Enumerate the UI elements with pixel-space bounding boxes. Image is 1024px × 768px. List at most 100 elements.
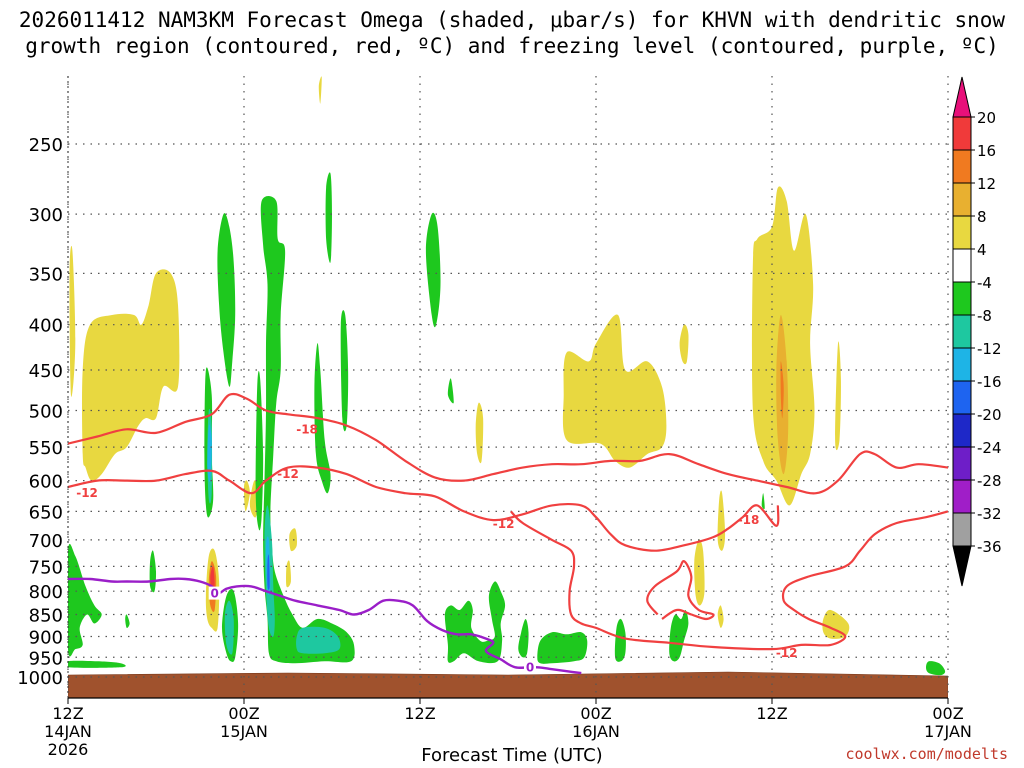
omega-shaded-region (444, 581, 506, 664)
dendritic-contour-line (68, 465, 780, 552)
colorbar-level-label: -12 (977, 340, 1002, 358)
omega-shaded-region (717, 490, 726, 551)
freezing-level-contour (68, 577, 582, 675)
y-tick-label: 650 (29, 502, 63, 523)
y-tick-label: 400 (29, 316, 63, 337)
red-contour-label: -12 (76, 486, 98, 500)
x-tick-label: 00Z (228, 704, 259, 723)
colorbar-level-label: -20 (977, 406, 1002, 424)
omega-shaded-region (325, 172, 332, 263)
y-tick-label: 900 (29, 627, 63, 648)
colorbar-level-label: -8 (977, 307, 992, 325)
colorbar-level-label: -24 (977, 439, 1002, 457)
y-tick-label: 700 (29, 531, 63, 552)
omega-shaded-region (761, 493, 765, 510)
colorbar-box (952, 248, 972, 283)
omega-shaded-region (69, 245, 76, 397)
y-tick-label: 350 (29, 264, 63, 285)
red-contour-label: -18 (296, 422, 318, 436)
omega-shaded-region (68, 660, 126, 668)
colorbar-level-label: 12 (977, 175, 996, 193)
omega-shaded-region (669, 609, 689, 662)
red-contour-label: -12 (776, 646, 798, 660)
omega-shaded-region (255, 370, 264, 531)
omega-shaded-region (286, 560, 292, 588)
omega-shaded-region (243, 480, 250, 512)
x-tick-label: 12Z (52, 704, 83, 723)
y-tick-label: 250 (29, 135, 63, 156)
red-contour-label: -12 (493, 517, 515, 531)
omega-shaded-region (224, 600, 234, 655)
colorbar-box (952, 149, 972, 184)
contour-label-bg (524, 660, 536, 674)
chart-title-line-2: growth region (contoured, red, ºC) and f… (25, 34, 999, 58)
y-tick-label: 600 (29, 472, 63, 493)
y-tick-label: 550 (29, 438, 63, 459)
omega-shaded-region (340, 310, 349, 432)
ground-surface (68, 671, 948, 698)
omega-shaded-region (822, 609, 850, 639)
x-tick-label: 00Z (580, 704, 611, 723)
dendritic-contour-line (510, 510, 948, 651)
y-tick-label: 1000 (17, 668, 63, 689)
colorbar-box (952, 314, 972, 349)
omega-shaded-region (217, 213, 236, 387)
omega-shaded-region (614, 618, 626, 662)
contour-label-bg (208, 586, 221, 600)
colorbar-box (952, 281, 972, 316)
y-tick-label: 950 (29, 648, 63, 669)
colorbar-level-label: -16 (977, 373, 1002, 391)
colorbar-level-label: -28 (977, 472, 1002, 490)
y-tick-label: 850 (29, 606, 63, 627)
colorbar-box (952, 446, 972, 481)
omega-shaded-region (475, 402, 484, 464)
x-tick-year-label: 2026 (48, 740, 89, 759)
omega-shaded-region (149, 550, 157, 593)
omega-shaded-region (81, 269, 180, 481)
omega-shaded-region (835, 341, 841, 451)
x-tick-label: 00Z (932, 704, 963, 723)
colorbar-box (952, 479, 972, 514)
x-tick-date-label: 16JAN (572, 722, 620, 741)
colorbar-box (952, 116, 972, 151)
omega-shaded-region (318, 76, 322, 104)
colorbar-box (952, 512, 972, 547)
omega-shaded-region (780, 361, 784, 419)
credit-text: coolwx.com/modelts (845, 745, 1008, 763)
dendritic-contour-line (68, 392, 948, 495)
colorbar-box (952, 182, 972, 217)
colorbar-level-label: 16 (977, 142, 996, 160)
omega-shaded-region (68, 544, 102, 657)
colorbar-level-label: 20 (977, 109, 996, 127)
dendritic-contour-line (646, 560, 715, 621)
red-contour-label: -12 (277, 467, 299, 481)
colorbar-level-label: 8 (977, 208, 987, 226)
x-tick-date-label: 17JAN (924, 722, 972, 741)
chart-title-line-1: 2026011412 NAM3KM Forecast Omega (shaded… (18, 8, 1006, 32)
colorbar-bottom-arrow (952, 545, 972, 587)
y-tick-label: 500 (29, 402, 63, 423)
y-tick-label: 750 (29, 557, 63, 578)
omega-shaded-region (296, 626, 341, 654)
omega-shaded-region (562, 314, 667, 468)
colorbar-level-label: 4 (977, 241, 987, 259)
purple-contour-label: 0 (210, 587, 218, 601)
colorbar-level-label: -32 (977, 505, 1002, 523)
omega-shaded-region (926, 661, 946, 676)
omega-shaded-region (717, 605, 724, 628)
colorbar-level-label: -4 (977, 274, 992, 292)
y-tick-label: 450 (29, 361, 63, 382)
x-tick-date-label: 14JAN (44, 722, 92, 741)
purple-contour-label: 0 (526, 660, 534, 674)
x-axis-label: Forecast Time (UTC) (421, 745, 603, 766)
colorbar-level-label: -36 (977, 538, 1002, 556)
colorbar-top-arrow (952, 76, 972, 118)
colorbar-box (952, 347, 972, 382)
omega-shaded-region (425, 212, 441, 328)
x-tick-date-label: 15JAN (220, 722, 268, 741)
x-tick-label: 12Z (756, 704, 787, 723)
omega-shaded-region (518, 619, 529, 658)
y-tick-label: 800 (29, 582, 63, 603)
